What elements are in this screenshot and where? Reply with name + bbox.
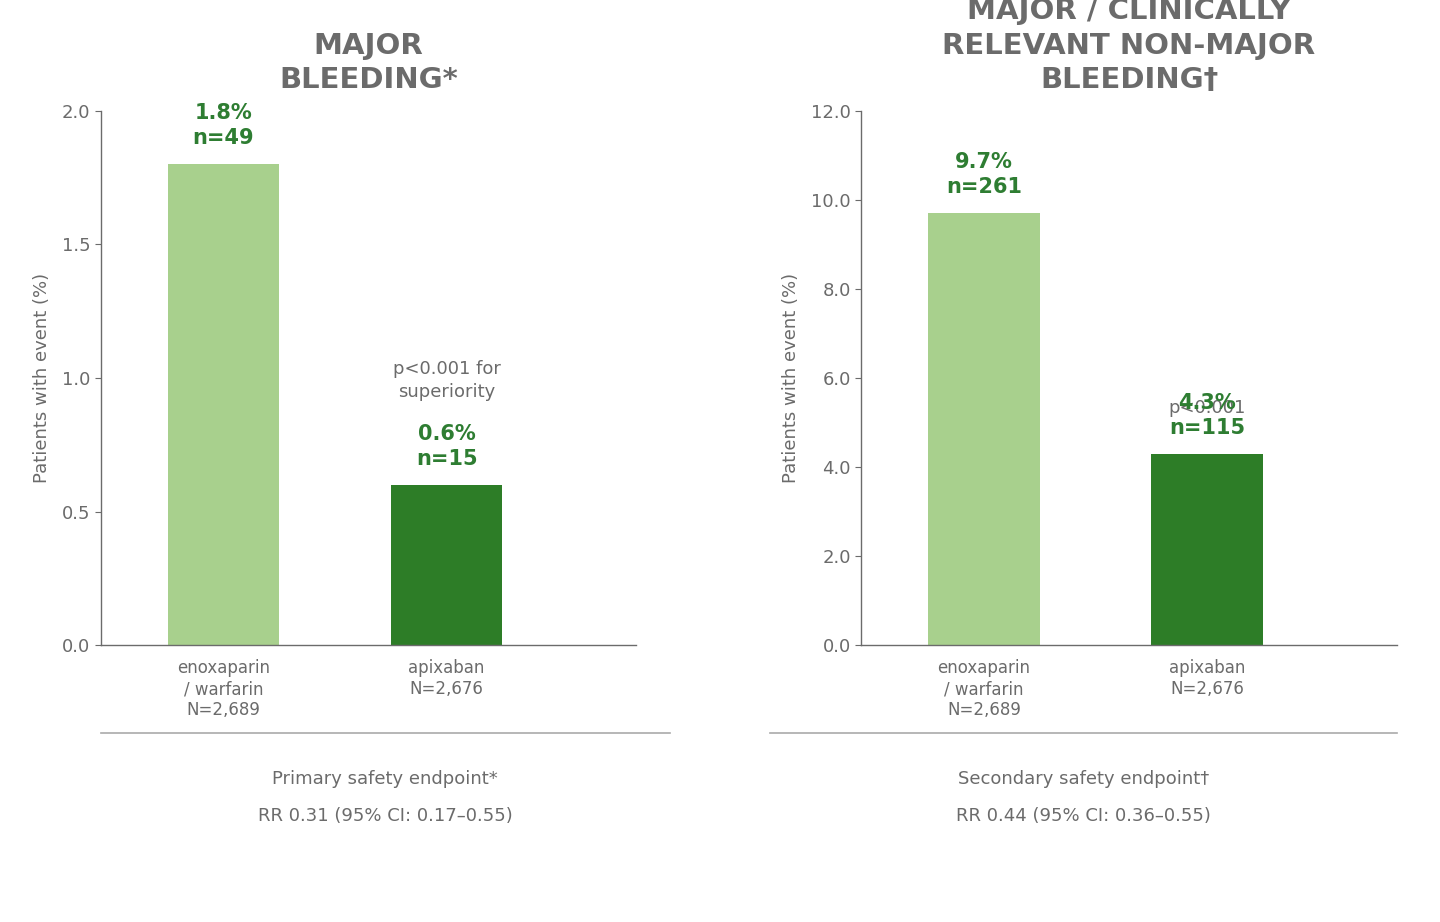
Text: Primary safety endpoint*: Primary safety endpoint* <box>272 770 498 788</box>
Text: 0.6%
n=15: 0.6% n=15 <box>416 424 478 469</box>
Text: 1.8%
n=49: 1.8% n=49 <box>193 103 255 148</box>
Bar <box>167 164 279 645</box>
Title: MAJOR
BLEEDING*: MAJOR BLEEDING* <box>279 32 458 94</box>
Text: 4.3%
n=115: 4.3% n=115 <box>1169 393 1246 438</box>
Text: RR 0.44 (95% CI: 0.36–0.55): RR 0.44 (95% CI: 0.36–0.55) <box>956 807 1211 825</box>
Y-axis label: Patients with event (%): Patients with event (%) <box>782 273 799 483</box>
Title: MAJOR / CLINICALLY
RELEVANT NON-MAJOR
BLEEDING†: MAJOR / CLINICALLY RELEVANT NON-MAJOR BL… <box>942 0 1316 94</box>
Bar <box>390 485 503 645</box>
Text: Secondary safety endpoint†: Secondary safety endpoint† <box>958 770 1210 788</box>
Text: p<0.001: p<0.001 <box>1168 398 1246 417</box>
Text: RR 0.31 (95% CI: 0.17–0.55): RR 0.31 (95% CI: 0.17–0.55) <box>258 807 513 825</box>
Text: p<0.001 for
superiority: p<0.001 for superiority <box>393 360 501 401</box>
Bar <box>929 213 1040 645</box>
Text: 9.7%
n=261: 9.7% n=261 <box>946 152 1022 197</box>
Y-axis label: Patients with event (%): Patients with event (%) <box>33 273 50 483</box>
Bar <box>1152 454 1263 645</box>
